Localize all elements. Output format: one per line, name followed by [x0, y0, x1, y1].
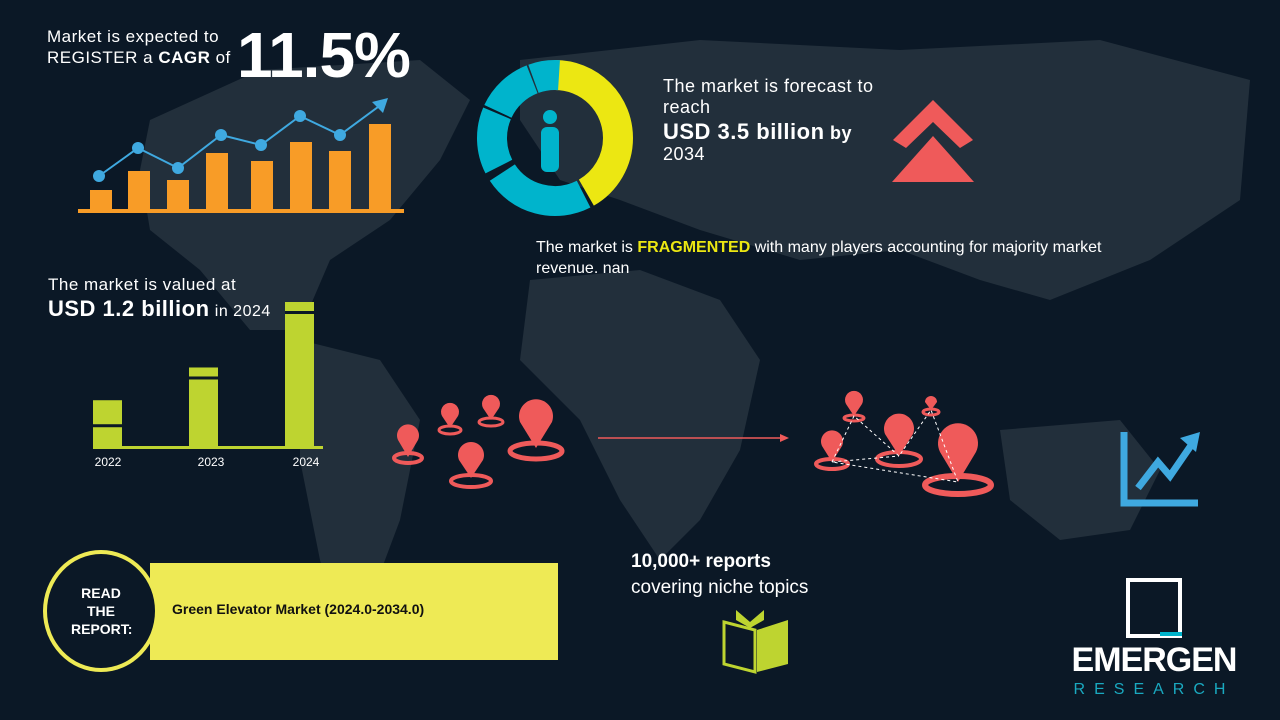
- trend-up-icon: [1120, 432, 1200, 507]
- forecast-text: The market is forecast to reach USD 3.5 …: [663, 76, 874, 164]
- report-title-link[interactable]: Green Elevator Market (2024.0-2034.0): [172, 601, 425, 617]
- open-book-icon: [722, 610, 788, 674]
- read-report-circle[interactable]: READ THE REPORT:: [43, 550, 159, 672]
- donut-person-icon: [477, 60, 633, 216]
- tick-label: 2022: [95, 455, 122, 469]
- bar-2022: [93, 400, 122, 447]
- cagr-value: 11.5%: [237, 19, 411, 91]
- market-size-bar-chart: 2022 2023 2024: [93, 302, 323, 469]
- tick-label: 2023: [198, 455, 225, 469]
- bar-stripe: [93, 424, 122, 428]
- cagr-text: Market is expected to REGISTER a CAGR of: [47, 27, 231, 67]
- bar-stripe: [285, 311, 314, 314]
- bar-2023: [189, 367, 218, 447]
- double-chevron-up-icon: [892, 100, 974, 182]
- emergen-logo: EMERGEN RESEARCH: [1068, 578, 1240, 699]
- read-report-banner[interactable]: Green Elevator Market (2024.0-2034.0): [150, 563, 558, 660]
- tick-label: 2024: [293, 455, 320, 469]
- bar-stripe: [189, 376, 218, 380]
- fragmented-text: The market is FRAGMENTED with many playe…: [536, 239, 1102, 277]
- valued-text: The market is valued at USD 1.2 billion …: [48, 275, 271, 321]
- reports-text: 10,000+ reports covering niche topics: [631, 551, 809, 598]
- bar-2024: [285, 302, 314, 447]
- logo-mark: [1126, 578, 1182, 638]
- location-pins-graphic: [392, 390, 994, 497]
- chart-baseline: [93, 446, 323, 449]
- growth-chart-icon: [78, 98, 404, 213]
